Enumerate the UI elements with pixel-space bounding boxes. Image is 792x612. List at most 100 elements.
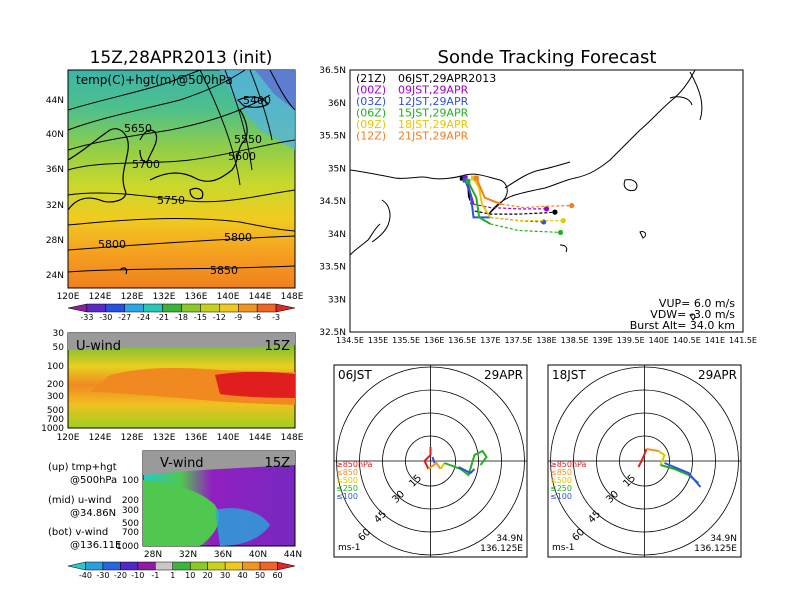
hodo-date: 29APR	[698, 368, 737, 382]
hodo-legend-entry: ≤250	[550, 484, 572, 493]
colorbar-label: -3	[272, 313, 280, 322]
v-wind-lat-ticks: 28N 32N 36N 40N 44N	[144, 550, 302, 560]
v-level-label: 200	[122, 496, 139, 506]
contour-label: 5850	[210, 264, 238, 277]
hodo-unit: ms-1	[338, 543, 360, 553]
track-dashed	[490, 216, 544, 223]
track-end-point	[560, 218, 566, 224]
track-lon-label: 136.5E	[448, 336, 476, 345]
v-colorbar-label: 20	[203, 571, 213, 580]
lat-tick-label: 44N	[46, 96, 64, 106]
track-lon-label: 137.5E	[504, 336, 532, 345]
contour-labels: 5400 5650 5550 5600 5700 5750 5800 5800 5850	[98, 94, 271, 277]
lon-tick-label: 136E	[185, 292, 208, 302]
legend-entry: (12Z) 21JST,29APR	[356, 130, 469, 143]
track-solid	[464, 179, 491, 219]
contour-label-text: 5800	[224, 231, 252, 244]
hodo-lat: 34.9N	[710, 534, 737, 544]
legend-time: (00Z)	[356, 84, 386, 97]
v-colorbar-swatch	[207, 561, 226, 571]
v-colorbar-label: 30	[220, 571, 230, 580]
lon-tick-label: 120E	[57, 292, 80, 302]
track-lat-label: 35N	[328, 164, 346, 174]
temp-colorbar: -33 -30 -27 -24 -21 -18 -15 -12 -9 -6 -3	[67, 303, 296, 322]
track-lat-label: 33N	[328, 295, 346, 305]
contour-label-text: 5650	[124, 122, 152, 135]
u-lon-label: 120E	[57, 433, 80, 443]
u-level-label: 300	[47, 392, 64, 402]
u-lon-label: 128E	[121, 433, 144, 443]
v-level-label: 300	[122, 506, 139, 516]
v-colorbar-swatch	[102, 561, 121, 571]
contour-label-text: 5550	[234, 133, 262, 146]
v-colorbar-swatch	[137, 561, 156, 571]
hodo-legend-entry: ≤500	[550, 476, 572, 485]
track-lat-label: 36.5N	[319, 66, 346, 76]
hodo-wind-trace	[637, 448, 648, 468]
tracking-frame	[349, 69, 744, 333]
v-lat-label: 40N	[249, 550, 267, 560]
v-colorbar-label: 10	[185, 571, 195, 580]
colorbar-swatch	[181, 303, 201, 313]
v-wind-green	[143, 480, 220, 546]
u-wind-label: U-wind	[76, 339, 121, 354]
v-colorbar-swatch	[242, 561, 261, 571]
track-lon-label: 135.5E	[392, 336, 420, 345]
hodo-legend-entry: ≥850hPa	[550, 460, 587, 469]
vup-text: VUP= 6.0 m/s	[659, 297, 735, 310]
track-dashed	[501, 203, 572, 209]
legend-entry: (00Z) 09JST,29APR	[356, 84, 469, 97]
hodo-legend-entry: ≤100	[550, 492, 572, 501]
track-end-point	[552, 209, 558, 215]
track-lat-label: 33.5N	[319, 263, 346, 273]
hodo-legend-entry: ≤850	[550, 468, 572, 477]
track-lat-label: 35.5N	[319, 132, 346, 142]
v-wind-top-band	[143, 451, 295, 475]
v-colorbar-label: -10	[131, 571, 144, 580]
u-wind-jet-core	[215, 371, 295, 398]
legend-time: (21Z)	[356, 72, 386, 85]
legend-label: 21JST,29APR	[398, 130, 469, 143]
contour-label: 5800	[224, 231, 252, 244]
tracking-legend: (21Z) 06JST,29APR2013(00Z) 09JST,29APR(03Z…	[356, 72, 496, 143]
desc-mid-2: @34.86N	[70, 508, 116, 519]
v-colorbar-swatch	[277, 561, 296, 571]
v-colorbar-label: 50	[255, 571, 265, 580]
legend-entry: (03Z) 12JST,29APR	[356, 95, 469, 108]
track-lon-label: 138E	[536, 336, 556, 345]
u-wind-time: 15Z	[265, 339, 291, 354]
track-lon-label: 136E	[424, 336, 444, 345]
hodo-time: 06JST	[338, 368, 372, 382]
hodo-wind-trace	[657, 450, 666, 466]
u-wind-lon-ticks: 120E 124E 128E 132E 136E 140E 144E 148E	[57, 433, 304, 443]
v-colorbar-swatch	[120, 561, 139, 571]
track-lon-label: 141.5E	[729, 336, 757, 345]
track-start-point	[462, 177, 468, 183]
v-colorbar-swatch	[172, 561, 191, 571]
colorbar-swatch	[256, 303, 277, 313]
v-lat-label: 44N	[284, 550, 302, 560]
v-lat-label: 32N	[179, 550, 197, 560]
lat-tick-label: 36N	[46, 165, 64, 175]
u-level-label: 50	[53, 343, 65, 353]
hodo-wind-trace	[423, 447, 432, 470]
colorbar-swatch	[238, 303, 258, 313]
legend-label: 18JST,29APR	[398, 118, 469, 131]
v-colorbar-label: 60	[272, 571, 282, 580]
hodo-legend-entry: ≤250	[336, 484, 358, 493]
contour-label: 5400	[243, 94, 271, 107]
legend-entry: (06Z) 15JST,29APR	[356, 107, 469, 120]
lat-tick-label: 28N	[46, 236, 64, 246]
colorbar-label: -21	[156, 313, 169, 322]
contour-label: 5800	[98, 238, 126, 251]
hodo-legend-entry: ≤500	[336, 476, 358, 485]
track-dashed	[490, 216, 564, 222]
legend-label: 15JST,29APR	[398, 107, 469, 120]
u-lon-label: 140E	[217, 433, 240, 443]
contour-label-text: 5700	[132, 158, 160, 171]
v-level-label: 100	[122, 476, 139, 486]
contour-label-text: 5800	[98, 238, 126, 251]
